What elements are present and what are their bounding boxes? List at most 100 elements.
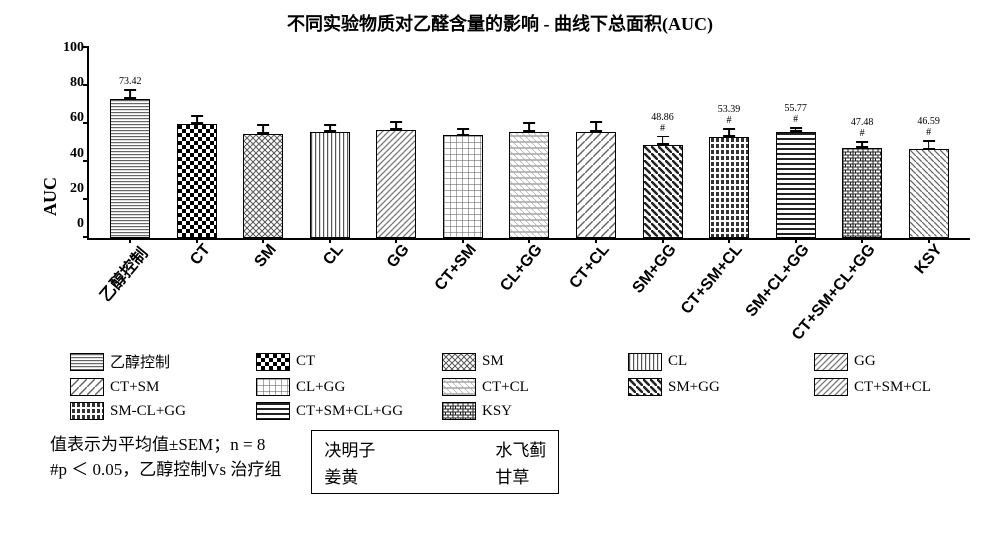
legend-swatch	[256, 353, 290, 371]
x-tick-label: 乙醇控制	[93, 241, 153, 305]
y-tick-label: 20	[70, 182, 84, 196]
y-tick-label: 100	[63, 41, 84, 55]
bar-slot: 47.48 #CT+SM+CL+GG	[829, 48, 896, 238]
bar-slot: CT+CL	[563, 48, 630, 238]
y-tick-mark	[83, 236, 89, 238]
footnote-2: #p ＜ 0.05，乙醇控制Vs 治疗组	[50, 455, 281, 480]
bar	[110, 99, 150, 238]
y-tick-mark	[83, 160, 89, 162]
y-tick-label: 40	[70, 147, 84, 161]
legend-swatch	[628, 378, 662, 396]
legend-label: SM	[482, 353, 504, 370]
legend-swatch	[70, 378, 104, 396]
legend-label: CL+GG	[296, 379, 345, 396]
legend-label: CT+SM+CL+GG	[296, 403, 403, 420]
legend-label: CT+SM+CL	[854, 379, 931, 396]
bar	[443, 135, 483, 238]
y-tick-label: 80	[70, 76, 84, 90]
bar-annotation: 47.48 #	[851, 117, 874, 139]
x-tick-label: SM+GG	[629, 241, 680, 297]
legend-item: CL+GG	[256, 378, 432, 396]
bar	[842, 148, 882, 238]
x-tick-label: CT+SM	[432, 241, 481, 294]
y-tick-label: 60	[70, 111, 84, 125]
y-tick-mark	[83, 46, 89, 48]
y-ticks: 100 80 60 40 20 0	[63, 41, 87, 231]
abbr-box: 决明子水飞蓟姜黄甘草	[311, 430, 559, 494]
error-bar	[728, 128, 730, 137]
legend-swatch	[442, 378, 476, 396]
bar	[376, 130, 416, 238]
legend-label: GG	[854, 353, 876, 370]
y-tick-mark	[83, 84, 89, 86]
chart-title: 不同实验物质对乙醛含量的影响 - 曲线下总面积(AUC)	[10, 10, 990, 36]
bar	[177, 124, 217, 238]
bar-annotation: 48.86 #	[651, 112, 674, 134]
error-bar	[462, 128, 464, 136]
x-tick-label: CL+GG	[498, 241, 548, 295]
legend-swatch	[256, 402, 290, 420]
x-tick-label: KSY	[911, 241, 946, 278]
bar	[576, 132, 616, 238]
bar	[310, 132, 350, 238]
legend-swatch	[442, 402, 476, 420]
error-bar	[262, 124, 264, 134]
bar-slot: 53.39 #CT+SM+CL	[696, 48, 763, 238]
y-axis-label: AUC	[40, 177, 61, 216]
legend-label: CT+CL	[482, 379, 529, 396]
legend-swatch	[814, 353, 848, 371]
legend-item: SM	[442, 351, 618, 372]
legend-swatch	[70, 353, 104, 371]
bar-slot: CT	[164, 48, 231, 238]
chart-area: AUC 100806040200 73.42乙醇控制CTSMCLGGCT+SMC…	[40, 41, 990, 351]
bar-slot: GG	[363, 48, 430, 238]
x-tick-label: GG	[384, 241, 414, 272]
x-tick-mark	[262, 238, 264, 243]
bar-slot: CL+GG	[496, 48, 563, 238]
bar-annotation: 73.42	[119, 76, 142, 87]
legend-label: CT	[296, 353, 315, 370]
bar-slot: CT+SM	[430, 48, 497, 238]
x-tick-mark	[928, 238, 930, 243]
x-tick-mark	[395, 238, 397, 243]
legend-label: SM+GG	[668, 379, 720, 396]
error-bar	[861, 141, 863, 148]
bar-slot: 55.77 #SM+CL+GG	[762, 48, 829, 238]
error-bar	[795, 127, 797, 132]
bar	[909, 149, 949, 238]
x-tick-label: CL	[320, 241, 347, 269]
bar-annotation: 46.59 #	[917, 116, 940, 138]
bar-slot: 48.86 #SM+GG	[629, 48, 696, 238]
legend-swatch	[70, 402, 104, 420]
x-tick-mark	[129, 238, 131, 243]
bar	[709, 137, 749, 238]
legend-swatch	[256, 378, 290, 396]
bar-slot: 73.42乙醇控制	[97, 48, 164, 238]
abbr-cell: 决明子	[324, 436, 375, 461]
legend-item: SM+GG	[628, 378, 804, 396]
legend-item: SM-CL+GG	[70, 402, 246, 420]
error-bar	[529, 122, 531, 132]
x-tick-label: SM	[252, 241, 281, 271]
legend-item: CT+SM+CL+GG	[256, 402, 432, 420]
x-tick-mark	[595, 238, 597, 243]
x-tick-mark	[462, 238, 464, 243]
x-tick-mark	[728, 238, 730, 243]
legend-label: SM-CL+GG	[110, 403, 186, 420]
legend-item: CT	[256, 351, 432, 372]
error-bar	[129, 89, 131, 99]
x-tick-mark	[662, 238, 664, 243]
legend-item: KSY	[442, 402, 618, 420]
y-tick-label: 0	[77, 217, 84, 231]
legend-item: GG	[814, 351, 990, 372]
legend-swatch	[628, 353, 662, 371]
x-tick-mark	[196, 238, 198, 243]
footnote-1: 值表示为平均值±SEM；n = 8	[50, 430, 281, 455]
y-tick-mark	[83, 122, 89, 124]
legend-item: CL	[628, 351, 804, 372]
error-bar	[662, 136, 664, 146]
bar	[643, 145, 683, 238]
legend-swatch	[442, 353, 476, 371]
error-bar	[928, 140, 930, 150]
x-tick-label: SM+CL+GG	[742, 241, 813, 321]
